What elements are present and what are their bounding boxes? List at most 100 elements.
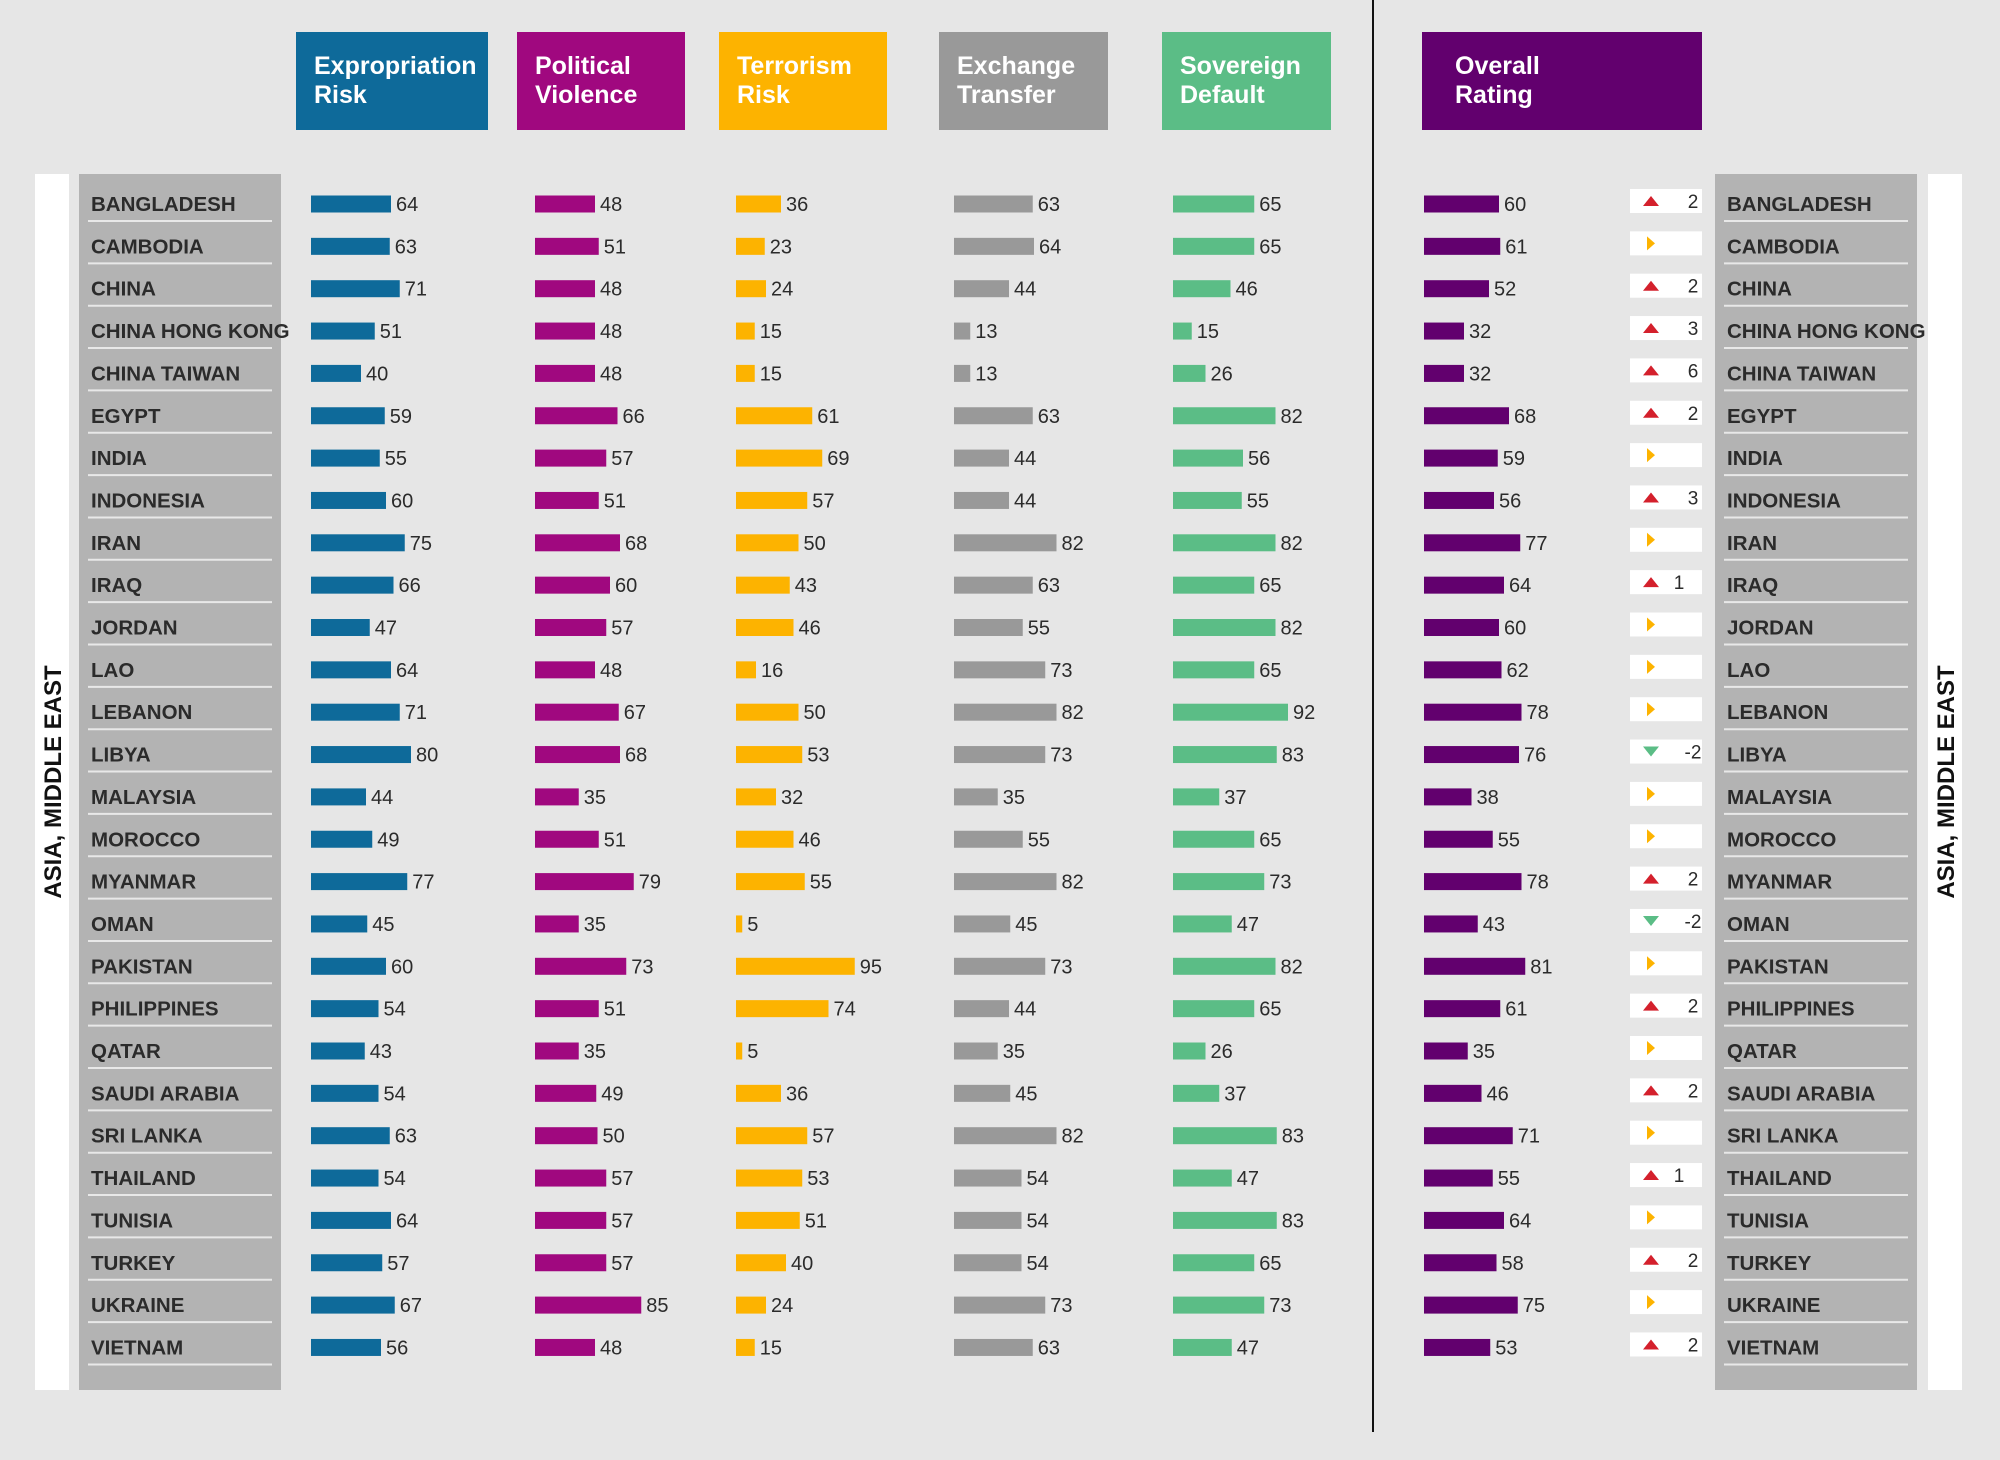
bar [1424, 830, 1493, 848]
value-label: 61 [1505, 999, 1527, 1021]
value-label: 47 [1237, 914, 1259, 936]
country-label-right: INDIA [1727, 447, 1783, 470]
bar [535, 1042, 579, 1060]
value-label: 53 [1495, 1337, 1517, 1359]
value-label: 26 [1211, 363, 1233, 385]
change-flat-marker [1647, 829, 1655, 844]
value-label: 44 [1014, 279, 1036, 301]
bar [1173, 1296, 1265, 1314]
change-label: -2 [1685, 743, 1702, 764]
value-label: 83 [1282, 1126, 1304, 1148]
value-label: 63 [1038, 575, 1060, 597]
value-label: 57 [611, 1253, 633, 1275]
value-label: 73 [1269, 872, 1291, 894]
value-label: 82 [1062, 1126, 1084, 1148]
country-label-right: MOROCCO [1727, 828, 1836, 851]
change-up-marker [1643, 1339, 1659, 1350]
country-label-right: PAKISTAN [1727, 955, 1829, 978]
bar [736, 830, 794, 848]
value-label: 82 [1281, 533, 1303, 555]
value-label: 44 [1014, 448, 1036, 470]
bar [535, 322, 595, 340]
country-label-left: THAILAND [91, 1167, 196, 1190]
value-label: 57 [611, 1210, 633, 1232]
change-box [1630, 654, 1702, 679]
bar [311, 195, 391, 213]
change-box [1630, 1332, 1702, 1357]
bar [954, 788, 998, 806]
value-label: 59 [1503, 448, 1525, 470]
change-box [1630, 951, 1702, 976]
bar [954, 576, 1033, 594]
value-label: 71 [1518, 1126, 1540, 1148]
change-flat-marker [1647, 236, 1655, 251]
bar [1424, 1211, 1504, 1229]
value-label: 68 [625, 745, 647, 767]
bar [736, 915, 743, 933]
bar [1424, 1000, 1501, 1018]
value-label: 35 [1473, 1041, 1495, 1063]
bar [1424, 1127, 1513, 1145]
value-label: 92 [1293, 702, 1315, 724]
bar [311, 788, 366, 806]
value-label: 67 [624, 702, 646, 724]
value-label: 15 [1197, 321, 1219, 343]
change-flat-marker [1647, 617, 1655, 632]
change-box [1630, 1247, 1702, 1272]
bar [1173, 703, 1288, 721]
change-up-marker [1643, 577, 1659, 588]
value-label: 55 [1028, 618, 1050, 640]
header-2 [719, 32, 887, 130]
value-label: 15 [760, 321, 782, 343]
value-label: 50 [804, 533, 826, 555]
value-label: 46 [799, 829, 821, 851]
change-label: 3 [1688, 488, 1699, 509]
value-label: 78 [1527, 702, 1549, 724]
bar [954, 873, 1057, 891]
bar [311, 1084, 379, 1102]
value-label: 55 [385, 448, 407, 470]
country-label-left: PAKISTAN [91, 955, 193, 978]
change-box [1630, 1290, 1702, 1315]
bar [1173, 1000, 1255, 1018]
value-label: 73 [631, 956, 653, 978]
country-label-right: QATAR [1727, 1040, 1797, 1063]
change-label: 1 [1674, 573, 1685, 594]
change-flat-marker [1647, 1041, 1655, 1055]
change-label: 3 [1688, 319, 1699, 340]
value-label: 48 [600, 279, 622, 301]
right-region-label: ASIA, MIDDLE EAST [1933, 665, 1960, 899]
bar [535, 619, 607, 636]
value-label: 47 [1237, 1168, 1259, 1190]
change-box [1630, 570, 1702, 595]
bar [1424, 364, 1464, 382]
bar [1424, 576, 1504, 594]
change-up-marker [1643, 492, 1659, 503]
bar [736, 746, 803, 764]
value-label: 52 [1494, 279, 1516, 301]
bar [954, 661, 1046, 679]
change-box [1630, 316, 1702, 341]
value-label: 64 [396, 660, 418, 682]
header-1 [517, 32, 685, 130]
bar [535, 830, 599, 848]
bar [1424, 449, 1498, 467]
bar [736, 322, 755, 340]
bar [535, 746, 620, 764]
change-box [1630, 231, 1702, 256]
country-label-left: INDIA [91, 447, 147, 470]
value-label: 60 [1504, 618, 1526, 640]
bar [954, 237, 1034, 255]
country-label-left: BANGLADESH [91, 193, 236, 216]
bar [311, 703, 400, 721]
country-label-right: PHILIPPINES [1727, 998, 1855, 1021]
value-label: 75 [410, 533, 432, 555]
bar [311, 1254, 383, 1272]
value-label: 60 [1504, 194, 1526, 216]
bar [954, 915, 1011, 933]
value-label: 55 [1498, 1168, 1520, 1190]
bar [954, 830, 1023, 848]
value-label: 45 [372, 914, 394, 936]
country-label-right: CHINA TAIWAN [1727, 362, 1876, 385]
